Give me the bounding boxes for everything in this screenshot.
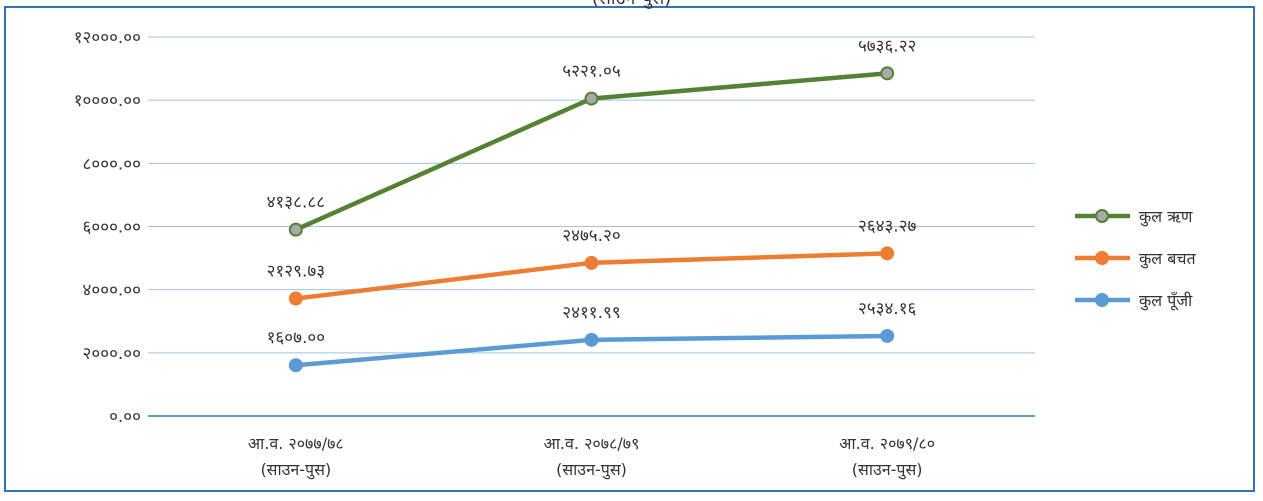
x-tick-label: (साउन-पुस)	[260, 460, 331, 480]
y-tick-label: १२०००.००	[74, 28, 141, 48]
data-point	[880, 328, 895, 343]
series	[288, 66, 895, 373]
legend-label: कुल पूँजी	[1139, 291, 1193, 311]
legend-label: कुल बचत	[1139, 249, 1197, 269]
data-point	[584, 91, 599, 106]
x-tick-label: (साउन-पुस)	[556, 460, 627, 480]
chart-title: (साउन-पुस)	[0, 0, 1263, 10]
data-point	[288, 222, 303, 237]
data-point	[288, 358, 303, 373]
x-tick-label: आ.व. २०७८/७९	[544, 434, 640, 453]
y-tick-label: ८०००.००	[83, 154, 141, 174]
legend-marker	[1095, 251, 1109, 265]
y-tick-label: ०.००	[109, 407, 141, 427]
y-tick-label: १००००.००	[74, 91, 141, 111]
data-label: २४७५.२०	[562, 226, 620, 246]
data-labels: ४१३८.८८ ५२२१.०५ ५७३६.२२ २१२९.७३ २४७५.२० २६४३.…	[267, 36, 917, 348]
data-point	[288, 291, 303, 306]
data-point	[584, 332, 599, 347]
data-label: ५२२१.०५	[562, 62, 620, 82]
data-label: २५३४.१६	[858, 299, 917, 319]
data-point	[880, 66, 895, 81]
axes: ०.०० २०००.०० ४०००.०० ६०००.०० ८०००.०० १००००.००…	[74, 28, 1035, 480]
data-label: २१२९.७३	[267, 262, 325, 282]
data-label: ४१३८.८८	[267, 193, 325, 213]
y-tick-label: २०००.००	[83, 344, 141, 364]
data-point	[880, 246, 895, 261]
legend-label: कुल ऋण	[1139, 207, 1193, 227]
chart-frame	[4, 6, 1255, 492]
data-label: १६०७.००	[267, 328, 325, 348]
y-tick-label: ६०००.००	[83, 218, 141, 238]
data-label: २४११.९९	[562, 303, 620, 323]
data-label: २६४३.२७	[858, 216, 917, 236]
y-tick-label: ४०००.००	[83, 281, 141, 301]
data-label: ५७३६.२२	[858, 36, 916, 56]
x-tick-label: आ.व. २०७९/८०	[839, 434, 935, 453]
data-point	[584, 255, 599, 270]
x-tick-label: आ.व. २०७७/७८	[248, 434, 344, 453]
legend: कुल ऋण कुल बचत कुल पूँजी	[1075, 207, 1197, 311]
legend-marker	[1095, 209, 1109, 223]
legend-marker	[1095, 293, 1109, 307]
x-tick-label: (साउन-पुस)	[852, 460, 923, 480]
